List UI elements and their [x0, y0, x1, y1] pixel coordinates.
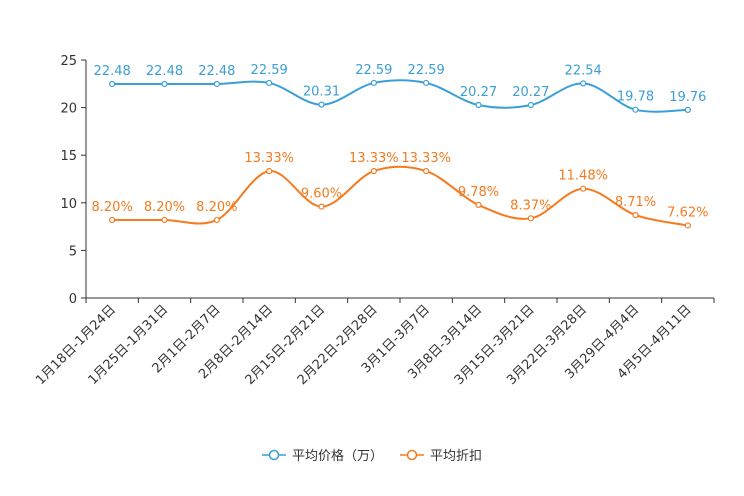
legend-label: 平均价格（万）: [292, 448, 383, 464]
data-label: 8.20%: [92, 200, 133, 215]
y-tick-label: 10: [60, 197, 77, 212]
y-tick-label: 25: [60, 54, 77, 69]
data-point: [161, 80, 168, 88]
legend-item-1[interactable]: 平均价格（万）: [262, 448, 383, 464]
data-point: [266, 79, 273, 87]
legend[interactable]: 平均价格（万） 平均折扣: [262, 448, 482, 464]
data-point: [213, 80, 220, 88]
data-label: 22.59: [355, 63, 392, 78]
data-point: [109, 216, 116, 224]
data-label: 22.54: [565, 63, 602, 78]
data-label: 13.33%: [349, 151, 399, 166]
y-tick-label: 0: [69, 292, 77, 307]
data-point: [370, 79, 377, 87]
data-point: [423, 167, 430, 175]
data-label: 7.62%: [667, 205, 708, 220]
data-label: 22.48: [94, 64, 131, 79]
data-point: [266, 167, 273, 175]
data-label: 8.20%: [196, 200, 237, 215]
data-point: [475, 101, 482, 109]
data-label: 8.20%: [144, 200, 185, 215]
data-label: 22.48: [146, 64, 183, 79]
data-point: [684, 222, 691, 229]
data-label: 22.48: [198, 64, 235, 79]
legend-label: 平均折扣: [430, 449, 482, 464]
data-label: 19.78: [617, 90, 654, 105]
data-label: 22.59: [251, 63, 288, 78]
data-point: [109, 80, 116, 88]
data-label: 8.71%: [615, 195, 656, 210]
data-point: [213, 216, 220, 224]
data-label: 20.27: [512, 85, 549, 100]
data-point: [580, 185, 587, 192]
y-tick-label: 20: [60, 102, 77, 117]
data-label: 19.76: [669, 90, 706, 105]
data-point: [370, 167, 377, 175]
data-label: 13.33%: [401, 151, 451, 166]
legend-item-2[interactable]: 平均折扣: [400, 449, 482, 464]
data-point: [475, 201, 482, 208]
data-label: 22.59: [408, 63, 445, 78]
data-point: [318, 101, 325, 108]
y-tick-label: 15: [60, 149, 77, 164]
data-point: [527, 101, 534, 109]
data-labels: 22.48 22.48 22.48 22.59 20.31 22.59 22.59 20.27…: [92, 63, 709, 221]
data-label: 13.33%: [244, 151, 294, 166]
data-point: [684, 106, 691, 113]
data-label: 20.27: [460, 85, 497, 100]
legend-marker-icon: [406, 449, 418, 461]
data-label: 8.37%: [510, 198, 551, 213]
y-tick-label: 5: [69, 244, 77, 259]
series-line-1: [112, 79, 688, 113]
data-label: 20.31: [303, 85, 340, 100]
axes: 05101520251月18日-1月24日1月25日-1月31日2月1日-2月7…: [33, 54, 715, 388]
data-point: [632, 211, 639, 219]
data-point: [580, 80, 587, 87]
data-point: [423, 79, 430, 87]
data-point: [318, 203, 325, 210]
data-point: [527, 215, 534, 222]
data-point: [632, 106, 639, 113]
data-label: 11.48%: [558, 169, 608, 184]
data-label: 9.78%: [458, 185, 499, 200]
data-label: 9.60%: [301, 187, 342, 202]
series-lines: [109, 79, 691, 229]
legend-marker-icon: [268, 449, 280, 461]
data-point: [161, 216, 168, 224]
